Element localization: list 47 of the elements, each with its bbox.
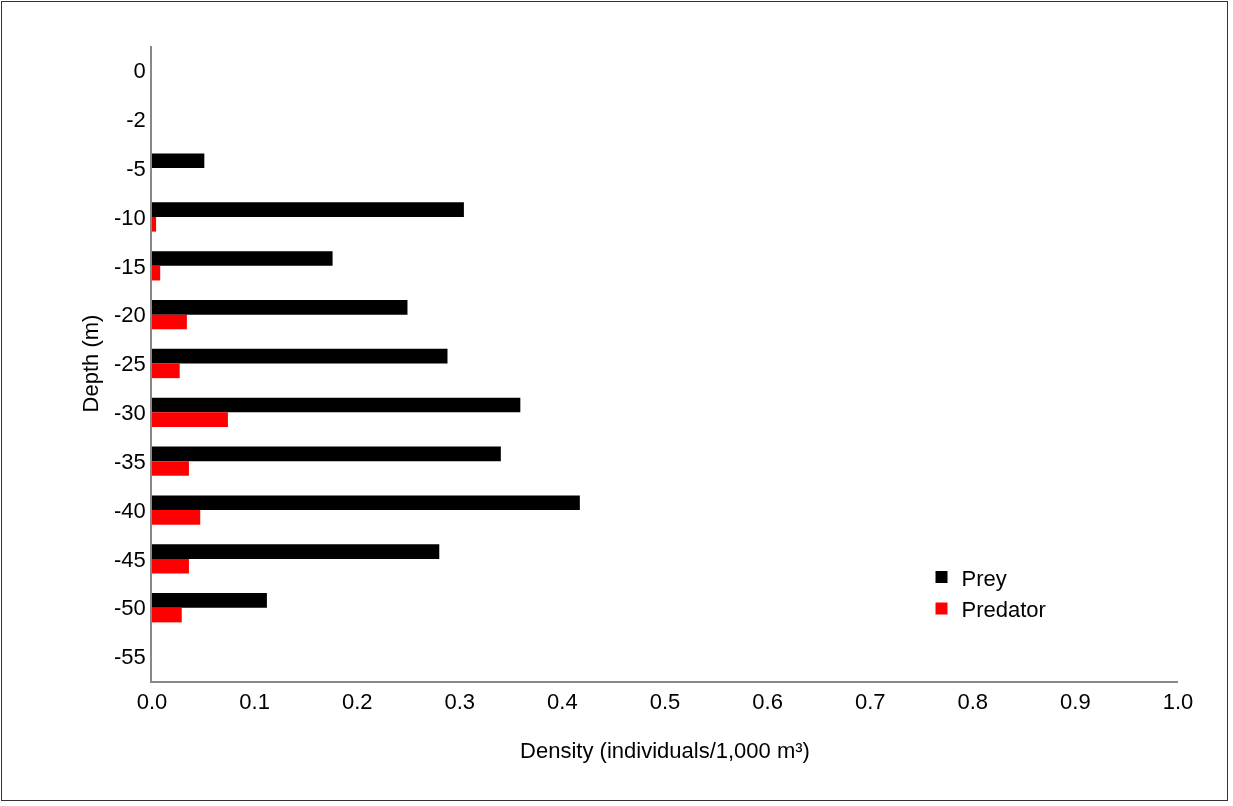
y-tick-label: -50 <box>114 595 146 621</box>
legend-label: Predator <box>961 597 1046 623</box>
legend-label: Prey <box>961 565 1007 591</box>
bar <box>152 446 501 462</box>
y-tick-label: -40 <box>114 497 146 523</box>
bar <box>152 544 440 559</box>
y-tick-label: -55 <box>114 644 146 670</box>
y-tick-label: -15 <box>114 253 146 279</box>
y-tick-label: 0 <box>133 58 146 84</box>
bar <box>152 412 228 427</box>
bar <box>152 153 205 169</box>
bar <box>152 363 180 379</box>
x-tick-label: 0.6 <box>752 689 783 715</box>
bar <box>152 593 267 608</box>
x-tick-label: 0.9 <box>1060 689 1091 715</box>
y-tick-label: -45 <box>114 546 146 572</box>
y-tick-label: -20 <box>114 302 146 328</box>
x-tick-label: 0.3 <box>444 689 476 715</box>
y-tick-label: -10 <box>114 204 146 230</box>
x-tick-label: 0.8 <box>957 689 989 715</box>
bar <box>152 558 189 574</box>
bar <box>152 348 448 364</box>
bar <box>152 265 161 281</box>
bar <box>152 251 333 266</box>
y-tick-label: -2 <box>126 106 146 132</box>
bar <box>152 461 189 476</box>
x-tick-label: 0.4 <box>547 689 578 715</box>
bar <box>152 202 464 217</box>
x-tick-label: 0.2 <box>341 689 373 715</box>
y-tick-label: -5 <box>126 155 146 181</box>
bar <box>152 607 182 623</box>
bar <box>152 397 521 413</box>
y-tick-label: -35 <box>114 448 146 474</box>
x-tick-label: 0.0 <box>136 689 168 715</box>
x-tick-label: 0.7 <box>854 689 886 715</box>
y-axis-title: Depth (m) <box>77 314 103 413</box>
y-tick-label: -25 <box>114 351 146 377</box>
x-tick-label: 0.5 <box>649 689 681 715</box>
bar <box>152 300 408 315</box>
y-tick-label: -30 <box>114 400 146 426</box>
x-axis-title: Density (individuals/1,000 m³) <box>520 737 810 763</box>
bar <box>152 510 201 525</box>
bar <box>152 314 187 330</box>
bar <box>152 495 580 511</box>
x-tick-label: 1.0 <box>1162 689 1194 715</box>
x-tick-label: 0.1 <box>239 689 270 715</box>
bar <box>152 216 157 232</box>
